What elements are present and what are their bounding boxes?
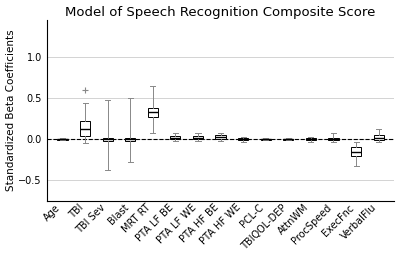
PathPatch shape (238, 138, 248, 140)
PathPatch shape (102, 137, 113, 141)
Title: Model of Speech Recognition Composite Score: Model of Speech Recognition Composite Sc… (65, 6, 376, 19)
PathPatch shape (80, 121, 90, 136)
PathPatch shape (306, 138, 316, 140)
PathPatch shape (351, 148, 361, 156)
PathPatch shape (216, 135, 226, 139)
PathPatch shape (58, 139, 68, 140)
PathPatch shape (261, 139, 271, 140)
PathPatch shape (193, 136, 203, 139)
PathPatch shape (374, 135, 384, 140)
PathPatch shape (283, 139, 293, 140)
PathPatch shape (148, 108, 158, 117)
PathPatch shape (170, 136, 180, 139)
PathPatch shape (328, 137, 338, 140)
Y-axis label: Standardized Beta Coefficients: Standardized Beta Coefficients (6, 30, 16, 191)
PathPatch shape (125, 137, 135, 141)
